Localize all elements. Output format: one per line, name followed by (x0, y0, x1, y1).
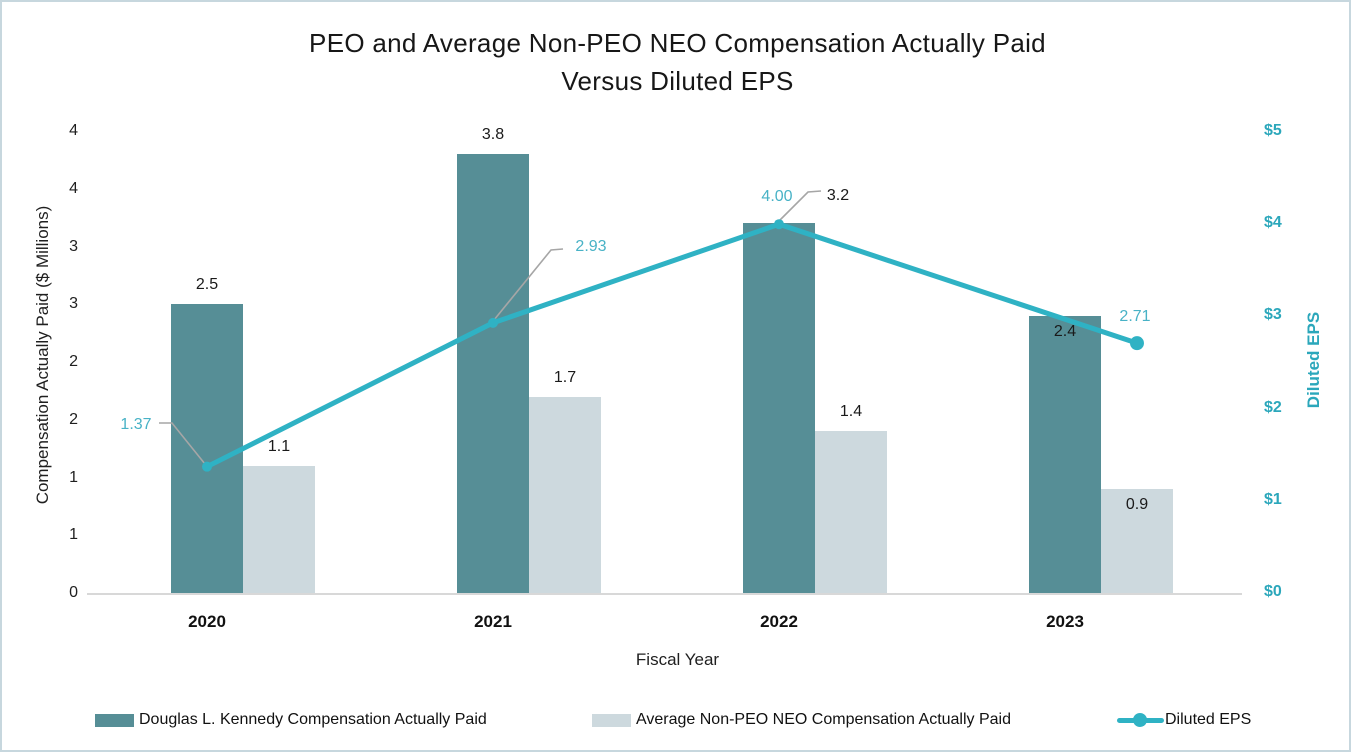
chart-title-line1: PEO and Average Non-PEO NEO Compensation… (309, 28, 1046, 58)
bar-label-neo: 1.7 (553, 368, 577, 386)
bar-neo-2022 (815, 431, 887, 593)
bar-peo-2022 (743, 223, 815, 593)
right-axis-tick-label: $1 (1264, 490, 1282, 508)
x-axis-label-2021: 2021 (474, 612, 512, 631)
right-axis-tick-label: $0 (1264, 583, 1282, 600)
bar-label-neo: 0.9 (1125, 496, 1149, 513)
left-axis-tick-label: 1 (69, 468, 78, 486)
bar-label-peo: 2.4 (1053, 323, 1077, 340)
bar-label-neo: 1.4 (839, 403, 863, 421)
left-axis-tick-label: 2 (69, 410, 78, 428)
left-axis-tick-label: 4 (69, 179, 78, 197)
left-axis-tick-label: 3 (69, 237, 78, 255)
bar-label-peo: 3.2 (826, 187, 850, 204)
left-axis-tick-label: 4 (69, 122, 78, 139)
x-axis-label-2022: 2022 (760, 612, 798, 631)
bar-peo-2020 (171, 304, 243, 593)
left-axis-tick-label: 1 (69, 526, 78, 544)
legend-label-eps: Diluted EPS (1165, 711, 1252, 728)
bar-label-peo: 2.5 (195, 276, 219, 294)
bar-neo-2021 (529, 396, 601, 593)
legend-label-peo: Douglas L. Kennedy Compensation Actually… (139, 711, 487, 728)
bar-neo-2023 (1101, 489, 1173, 593)
bar-label-neo: 1.1 (267, 437, 291, 455)
left-axis-tick-label: 3 (69, 295, 78, 313)
legend-label-neo: Average Non-PEO NEO Compensation Actuall… (636, 711, 1012, 728)
x-axis-label-2020: 2020 (188, 612, 226, 631)
x-axis-label-2023: 2023 (1046, 612, 1084, 631)
legend-swatch-neo (592, 714, 631, 727)
right-axis-tick-label: $4 (1264, 214, 1282, 232)
left-axis-tick-label: 2 (69, 353, 78, 370)
eps-line (204, 221, 1140, 470)
eps-data-label: 2.93 (575, 238, 607, 255)
eps-data-label: 1.37 (120, 416, 152, 433)
eps-data-label: 4.00 (761, 188, 793, 205)
bar-neo-2020 (243, 465, 315, 593)
bar-peo-2021 (457, 154, 529, 593)
right-axis-tick-label: $3 (1264, 306, 1282, 324)
bar-peo-2023 (1029, 315, 1101, 593)
right-axis-tick-label: $5 (1264, 122, 1282, 139)
left-axis-tick-label: 0 (69, 584, 78, 601)
legend-swatch-peo (95, 714, 134, 727)
right-axis-tick-label: $2 (1264, 398, 1282, 416)
chart-title-line2: Versus Diluted EPS (561, 66, 794, 96)
eps-point-marker (1130, 336, 1144, 351)
x-axis-line (87, 593, 1242, 595)
bar-label-peo: 3.8 (481, 126, 505, 144)
x-axis-title: Fiscal Year (635, 650, 720, 669)
legend-line-dot-icon (1133, 713, 1147, 727)
eps-data-label: 2.71 (1119, 308, 1151, 325)
